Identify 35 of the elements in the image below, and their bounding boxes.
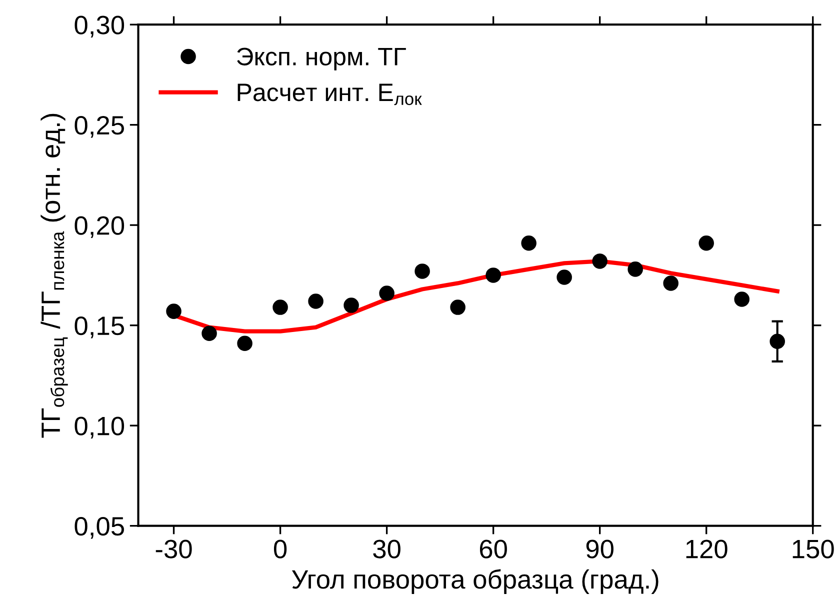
point (272, 300, 288, 315)
x-tick-label: 60 (480, 540, 507, 558)
x-tick-label: 30 (373, 540, 400, 558)
y-axis-title: ТГ$_{образец}$ /ТГ$_{пленка}$ (отн. ед.) (40, 114, 68, 438)
point (521, 235, 536, 251)
point (663, 276, 678, 291)
x-tick-label: 120 (686, 540, 728, 558)
point (734, 292, 750, 307)
point (202, 326, 217, 341)
y-tick-label: 0,05 (74, 516, 124, 539)
point (770, 334, 785, 350)
y-tick-label: 0,30 (74, 16, 124, 38)
point (450, 300, 466, 315)
y-tick-label: 0,15 (74, 316, 124, 338)
legend-label: Эксп. норм. ТГ (237, 48, 406, 70)
point (486, 268, 501, 283)
x-tick-label: 90 (586, 540, 614, 558)
point (237, 336, 252, 352)
legend-label: Расчет инт. E$_{лок}$ (238, 84, 422, 106)
y-tick-label: 0,25 (74, 116, 124, 138)
point (628, 262, 643, 277)
point (556, 270, 572, 285)
x-tick-label: -30 (156, 540, 192, 558)
y-tick-label: 0,10 (74, 416, 124, 439)
y-tick-label: 0,20 (74, 216, 124, 238)
point (166, 304, 182, 319)
x-tick-label: 0 (274, 540, 287, 558)
point (698, 235, 714, 251)
point (379, 286, 394, 301)
x-axis-title: Угол поворота образца (град.) (292, 569, 658, 594)
point (344, 298, 359, 313)
point (308, 294, 324, 309)
point (414, 264, 430, 279)
point (592, 254, 608, 269)
x-tick-label: 150 (792, 540, 834, 558)
